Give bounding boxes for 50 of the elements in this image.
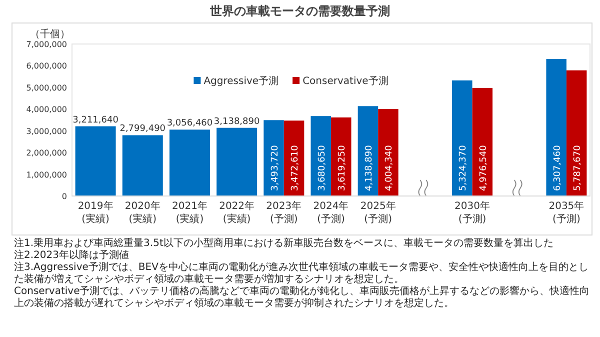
y-tick-label: 2,000,000 (26, 148, 67, 158)
y-tick-label: 7,000,000 (26, 40, 67, 49)
legend-label: Aggressive予測 (204, 75, 279, 87)
data-label: 2,799,490 (120, 124, 166, 134)
legend-label: Conservative予測 (302, 75, 388, 87)
x-tick-label: 2019年 (実績) (78, 200, 114, 225)
data-label: 3,138,890 (214, 116, 260, 127)
x-tick-label: 2024年 (予測) (313, 200, 349, 225)
x-tick-label: 2022年 (実績) (219, 200, 255, 225)
bar (122, 135, 163, 196)
x-tick-label: 2035年 (予測) (548, 200, 584, 225)
y-tick-label: 0 (62, 192, 67, 201)
x-tick-label: 2020年 (実績) (124, 200, 160, 225)
data-label: 4,138,890 (364, 144, 374, 191)
data-label: 4,976,540 (478, 144, 489, 191)
bar (452, 80, 472, 196)
text: 注1.乗用車および車両総重量3.5t以下の小型商用車における新車販売台数をベースに、車載モータの需要数量を算出した (14, 238, 554, 250)
y-tick-label: 4,000,000 (26, 105, 67, 114)
data-label: 6,307,460 (552, 144, 563, 191)
x-tick-label: 2030年 (予測) (454, 200, 490, 225)
data-label: 5,787,670 (573, 144, 584, 191)
data-label: 5,324,370 (458, 144, 469, 191)
data-label: 3,493,720 (270, 144, 280, 191)
y-tick-label: 6,000,000 (26, 62, 67, 71)
data-label: 3,056,460 (166, 118, 213, 129)
x-tick-label: 2021年 (実績) (172, 200, 208, 225)
bar (546, 59, 566, 196)
y-tick-label: 1,000,000 (26, 170, 67, 180)
text: Conservative予測では、バッテリ価格の高騰などで車両の電動化が鈍化し、車両販売価格が上昇するなどの影響から、快適性向上の装備の搭載が遅れてシャシやボディ領域の車載モータ需要が抑制されたシナリオを想定した。 (14, 286, 591, 310)
text: 注3.Aggressive予測では、BEVを中心に車両の電動化が進み次世代車領域の車載モータ需要や、安全性や快適性向上を目的とした装備が増えてシャシやボディ領域の車載モータ需要が増加するシナリオを想定した。 (14, 262, 590, 286)
bar (75, 126, 116, 196)
data-label: 3,472,610 (290, 144, 301, 191)
data-label: 4,004,340 (384, 144, 395, 191)
text: 注2.2023年以降は予測値 (14, 250, 130, 262)
y-tick-label: 3,000,000 (26, 126, 67, 136)
chart-title: 世界の車載モータの需要数量予測 (209, 4, 390, 18)
bar (566, 70, 587, 196)
x-tick-label: 2023年 (予測) (266, 200, 302, 225)
bar (169, 130, 210, 196)
bar (378, 109, 398, 196)
bar (264, 120, 284, 196)
bar (216, 128, 258, 196)
bar (358, 106, 378, 196)
x-tick-label: 2025年 (予測) (360, 200, 396, 225)
y-axis-title: （千個） (30, 28, 70, 40)
data-label: 3,619,250 (338, 144, 348, 191)
y-tick-label: 5,000,000 (26, 83, 67, 92)
data-label: 3,680,650 (317, 144, 328, 191)
bar (472, 88, 493, 196)
data-label: 3,211,640 (72, 115, 119, 126)
